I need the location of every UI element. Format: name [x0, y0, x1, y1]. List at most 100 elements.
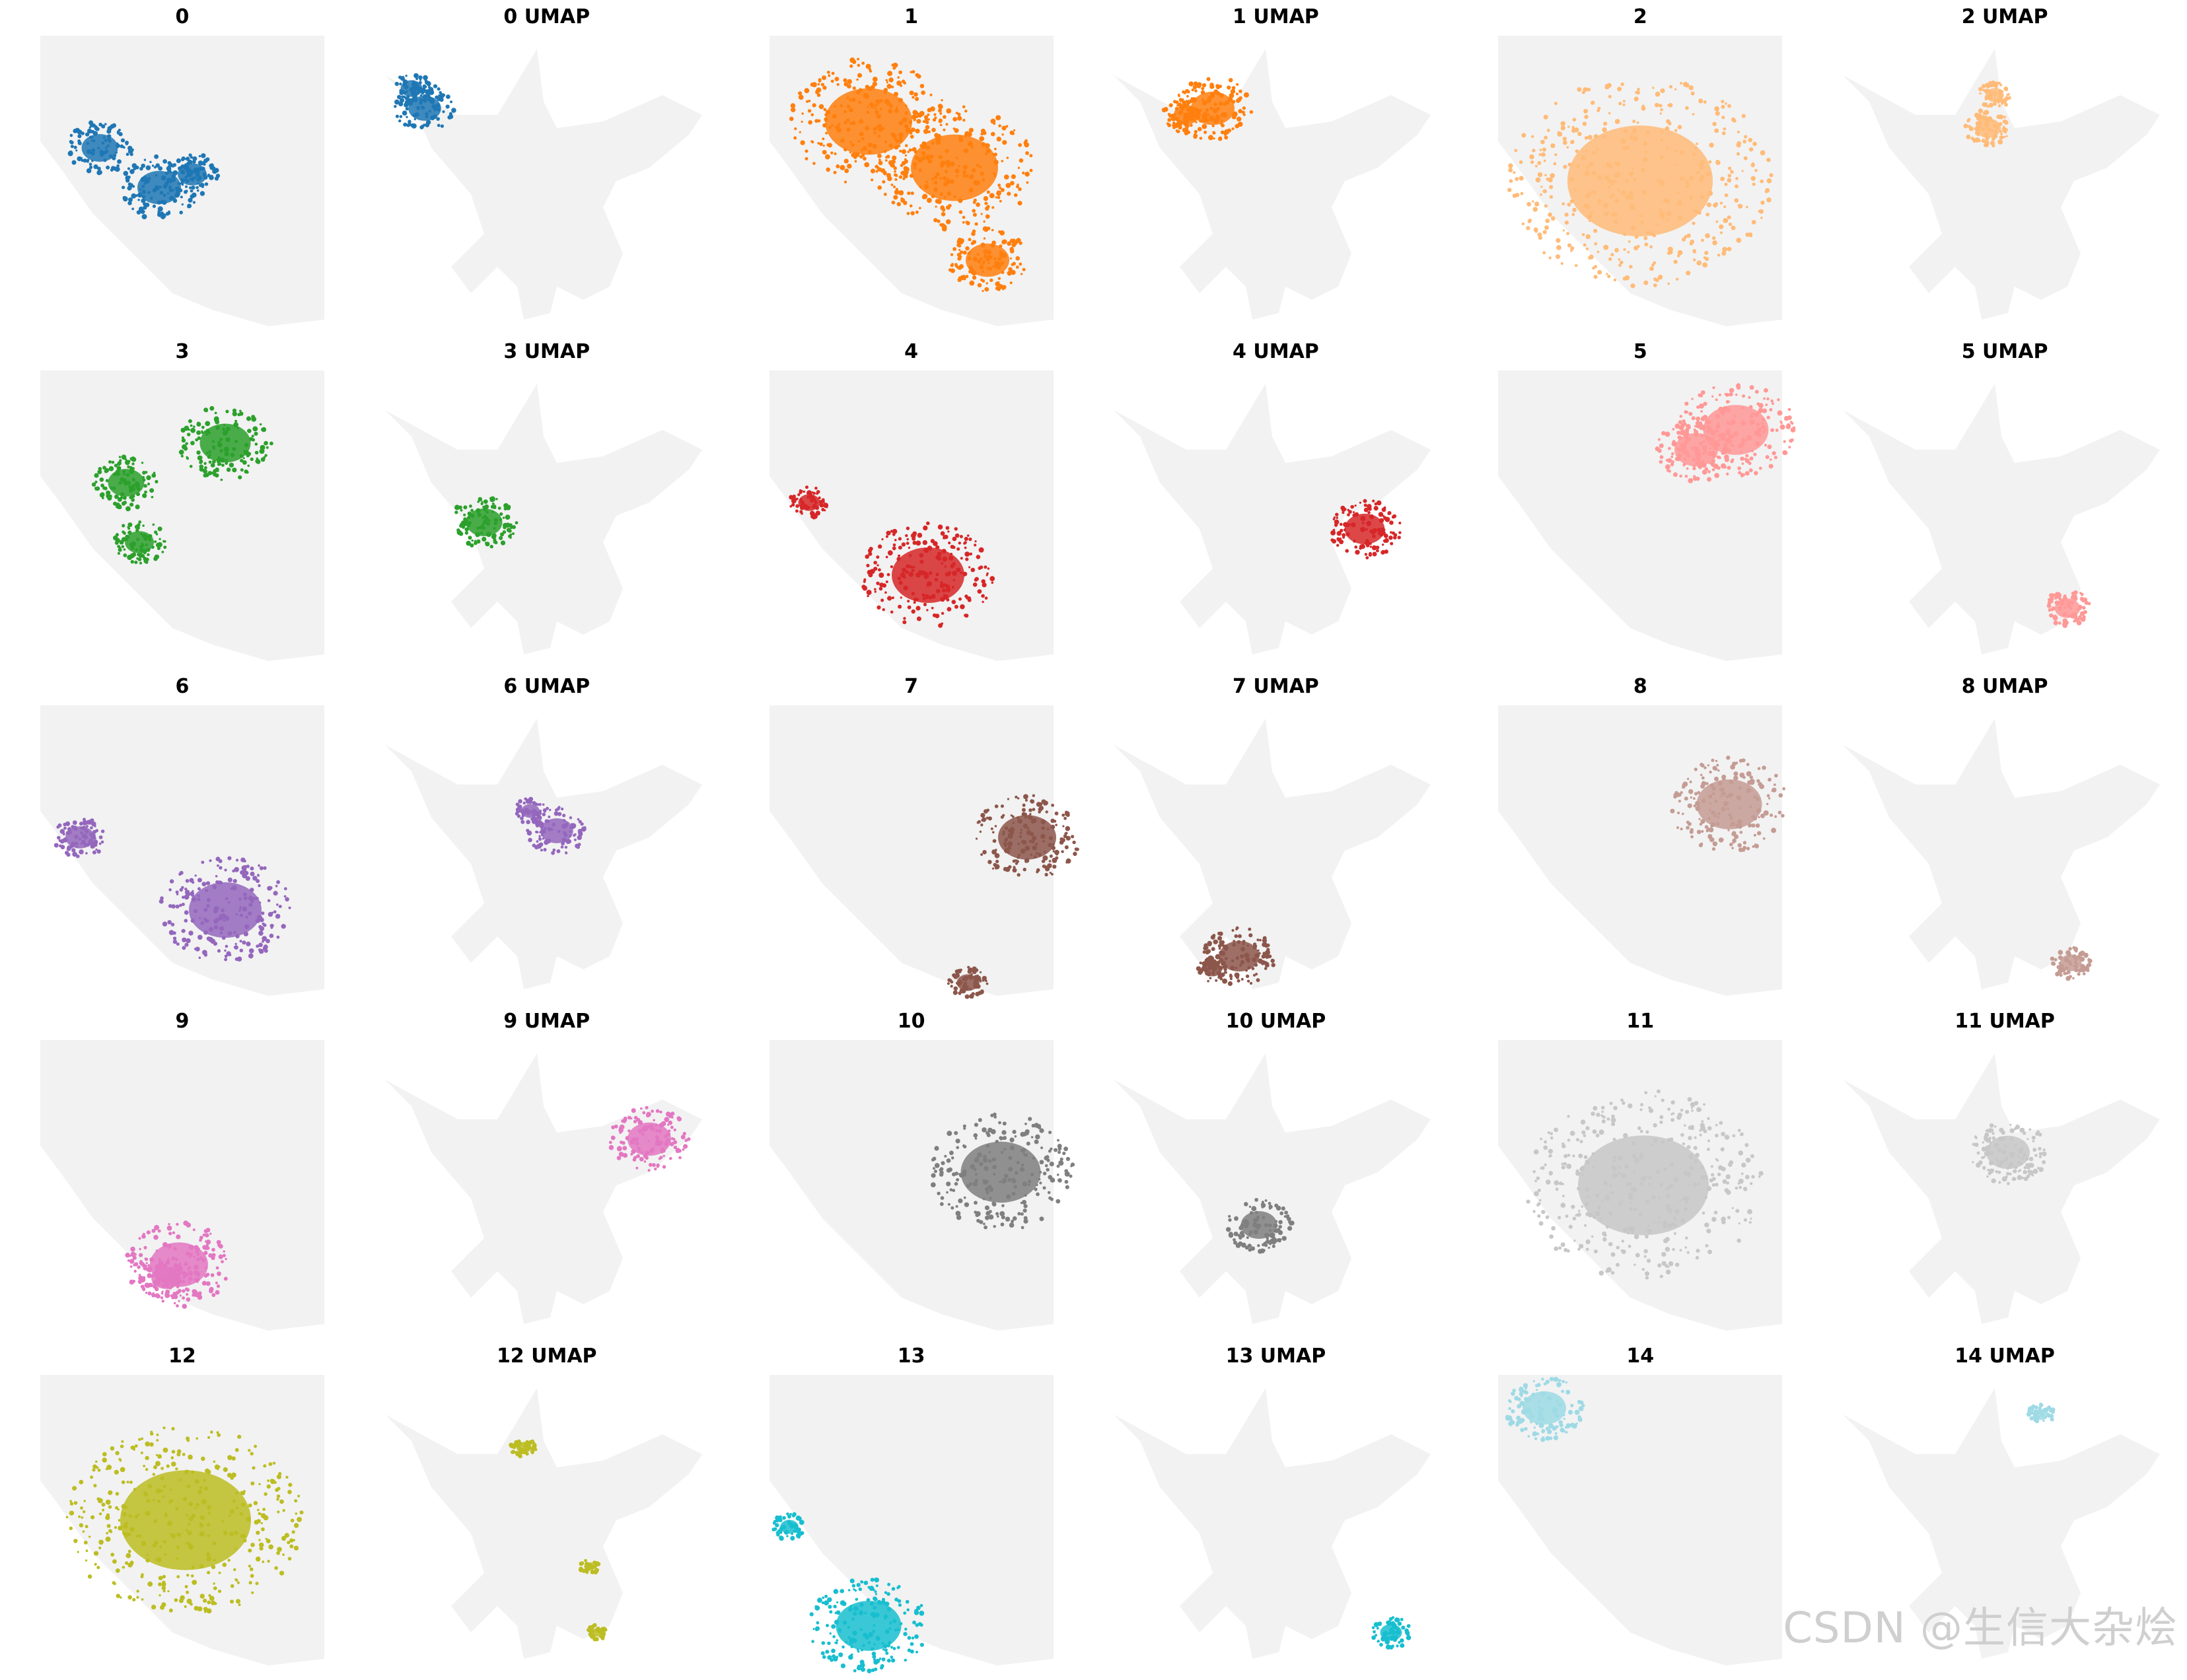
cluster-point: [905, 127, 910, 132]
cluster-point: [830, 79, 834, 83]
cluster-point: [111, 460, 115, 464]
cluster-point: [797, 91, 802, 96]
cluster-point: [394, 81, 399, 87]
cluster-point: [527, 837, 532, 843]
cluster-point: [1347, 513, 1351, 516]
cluster-point: [235, 858, 239, 862]
cluster-point: [670, 1137, 674, 1140]
cluster-point: [1379, 512, 1384, 517]
panel-title: 6 UMAP: [503, 675, 591, 698]
cluster-point: [215, 1281, 218, 1284]
cluster-point: [217, 949, 221, 953]
cluster-point: [246, 941, 251, 946]
cluster-point: [182, 946, 186, 950]
cluster-point: [92, 842, 98, 847]
cluster-point: [682, 1132, 686, 1136]
cluster-point: [1213, 137, 1216, 140]
cluster-point: [201, 1280, 207, 1286]
cluster-point: [1716, 763, 1719, 767]
cluster-point: [492, 505, 497, 510]
cluster-point: [63, 826, 67, 830]
cluster-point: [1374, 506, 1379, 511]
cluster-point: [1668, 103, 1673, 108]
cluster-point: [122, 146, 125, 149]
cluster-point: [1256, 938, 1260, 942]
cluster-point: [190, 440, 195, 446]
cluster-point: [1063, 832, 1067, 835]
cluster-point: [1760, 179, 1764, 184]
cluster-point: [463, 505, 468, 510]
cluster-point: [643, 1160, 646, 1163]
cluster-point: [941, 206, 945, 211]
cluster-point: [489, 545, 493, 549]
cluster-point: [1020, 273, 1022, 275]
cluster-point: [485, 542, 490, 547]
cluster-point: [419, 125, 424, 129]
cluster-point: [953, 128, 959, 133]
cluster-point: [801, 120, 803, 123]
cluster-point: [129, 496, 133, 499]
cluster-point: [994, 853, 999, 858]
cluster-point: [1372, 499, 1375, 503]
cluster-point: [127, 522, 133, 528]
cluster-point: [1009, 246, 1014, 252]
cluster-point: [406, 123, 410, 127]
cluster-point: [1375, 545, 1380, 549]
cluster-point: [85, 825, 89, 828]
cluster-point: [1191, 97, 1194, 100]
cluster-point: [224, 868, 227, 872]
cluster-point: [174, 1257, 178, 1261]
cluster-point: [226, 468, 231, 472]
cluster-point: [205, 1273, 209, 1277]
cluster-point: [1736, 383, 1741, 388]
cluster-point: [1763, 810, 1769, 816]
cluster-point: [984, 596, 987, 600]
cluster-point: [1730, 170, 1735, 174]
cluster-point: [1209, 977, 1212, 979]
cluster-point: [1735, 393, 1738, 396]
cluster-point: [1185, 123, 1190, 129]
cluster-point: [266, 938, 270, 944]
cluster-point: [1199, 120, 1203, 123]
cluster-point: [632, 1158, 636, 1162]
cluster-point: [989, 278, 993, 283]
cluster-point: [125, 142, 129, 146]
cluster-point: [187, 203, 192, 209]
cluster-point: [1660, 108, 1664, 112]
cluster-point: [1041, 859, 1045, 863]
cluster-point: [1620, 260, 1624, 265]
cluster-point: [1208, 135, 1214, 141]
cluster-point: [1550, 143, 1556, 149]
cluster-point: [1712, 765, 1717, 771]
cluster-point: [1724, 454, 1729, 460]
cluster-point: [1768, 777, 1772, 782]
cluster-point: [1717, 254, 1721, 257]
cluster-point: [627, 1115, 631, 1120]
cluster-point: [1721, 452, 1724, 455]
cluster-point: [138, 520, 142, 524]
cluster-point: [947, 542, 950, 545]
cluster-point: [1015, 238, 1021, 243]
cluster-dense-core: [798, 494, 820, 511]
cluster-point: [197, 887, 201, 891]
cluster-point: [1718, 438, 1721, 442]
cluster-point: [1703, 402, 1707, 406]
cluster-point: [184, 942, 189, 947]
cluster-point: [810, 140, 814, 144]
cluster-point: [166, 1258, 170, 1261]
cluster-point: [1342, 533, 1346, 538]
cluster-point: [902, 620, 906, 625]
cluster-point: [1690, 828, 1694, 832]
cluster-point: [1766, 415, 1771, 419]
cluster-point: [1726, 755, 1731, 760]
cluster-point: [1038, 1128, 1044, 1133]
cluster-point: [1359, 501, 1362, 504]
cluster-point: [211, 1255, 215, 1261]
cluster-point: [949, 980, 953, 984]
cluster-point: [89, 826, 93, 829]
cluster-point: [100, 829, 105, 833]
cluster-point: [224, 949, 227, 952]
cluster-point: [954, 527, 958, 531]
cluster-point: [676, 1117, 682, 1122]
